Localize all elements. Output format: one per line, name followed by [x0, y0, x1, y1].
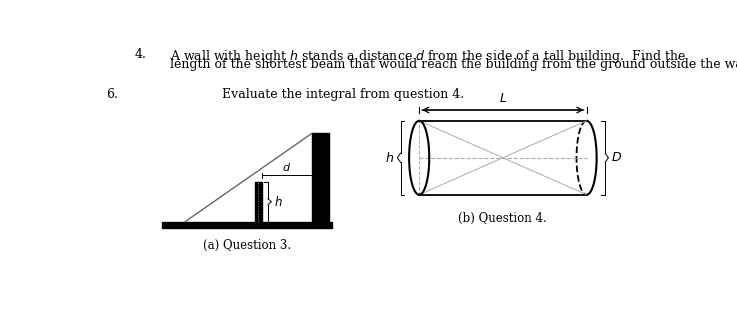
- Text: Evaluate the integral from question 4.: Evaluate the integral from question 4.: [223, 88, 464, 101]
- Text: 4.: 4.: [135, 48, 147, 60]
- Text: $D$: $D$: [612, 151, 623, 164]
- Text: $h$: $h$: [385, 151, 394, 165]
- Text: (a) Question 3.: (a) Question 3.: [203, 239, 291, 252]
- Text: A wall with height $h$ stands a distance $d$ from the side of a tall building.  : A wall with height $h$ stands a distance…: [170, 48, 685, 65]
- Text: $h$: $h$: [274, 195, 283, 209]
- Text: $L$: $L$: [499, 92, 507, 105]
- Text: length of the shortest beam that would reach the building from the ground outsid: length of the shortest beam that would r…: [170, 59, 737, 71]
- Text: (b) Question 4.: (b) Question 4.: [458, 212, 548, 225]
- Text: 6.: 6.: [106, 88, 118, 101]
- Polygon shape: [419, 121, 587, 195]
- Text: $d$: $d$: [282, 161, 292, 173]
